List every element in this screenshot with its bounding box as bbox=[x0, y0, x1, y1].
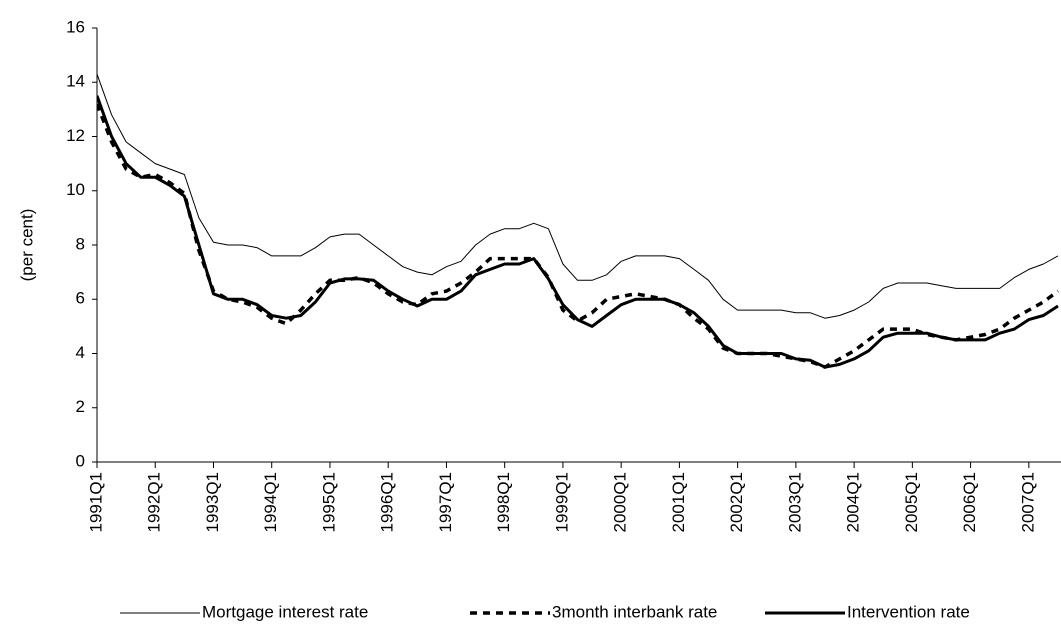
x-tick-label: 1992Q1 bbox=[145, 472, 164, 533]
x-tick-label: 2003Q1 bbox=[785, 472, 804, 533]
series-line bbox=[97, 103, 1060, 369]
x-tick-label: 1993Q1 bbox=[203, 472, 222, 533]
series-line bbox=[97, 73, 1059, 319]
y-tick-label: 2 bbox=[76, 397, 85, 416]
y-axis-label: (per cent) bbox=[17, 209, 36, 282]
x-tick-label: 2004Q1 bbox=[844, 472, 863, 533]
y-tick-label: 14 bbox=[66, 72, 85, 91]
x-tick-label: 2006Q1 bbox=[960, 472, 979, 533]
x-tick-label: 1999Q1 bbox=[552, 472, 571, 533]
legend-label: Mortgage interest rate bbox=[202, 602, 368, 621]
x-tick-label: 2000Q1 bbox=[611, 472, 630, 533]
y-tick-label: 8 bbox=[76, 234, 85, 253]
x-tick-label: 1994Q1 bbox=[261, 472, 280, 533]
y-tick-label: 6 bbox=[76, 289, 85, 308]
x-tick-label: 1997Q1 bbox=[436, 472, 455, 533]
y-tick-label: 10 bbox=[66, 180, 85, 199]
legend-label: Intervention rate bbox=[847, 602, 970, 621]
x-tick-label: 2002Q1 bbox=[727, 472, 746, 533]
y-tick-label: 4 bbox=[76, 343, 85, 362]
legend-label: 3month interbank rate bbox=[552, 602, 717, 621]
x-tick-label: 1998Q1 bbox=[494, 472, 513, 533]
x-tick-label: 1996Q1 bbox=[378, 472, 397, 533]
x-tick-label: 2005Q1 bbox=[902, 472, 921, 533]
y-tick-label: 0 bbox=[76, 451, 85, 470]
x-tick-label: 1995Q1 bbox=[319, 472, 338, 533]
series-line bbox=[97, 95, 1059, 369]
y-tick-label: 12 bbox=[66, 126, 85, 145]
y-tick-label: 16 bbox=[66, 17, 85, 36]
x-tick-label: 2001Q1 bbox=[669, 472, 688, 533]
x-tick-label: 2007Q1 bbox=[1018, 472, 1037, 533]
x-tick-label: 1991Q1 bbox=[86, 472, 105, 533]
